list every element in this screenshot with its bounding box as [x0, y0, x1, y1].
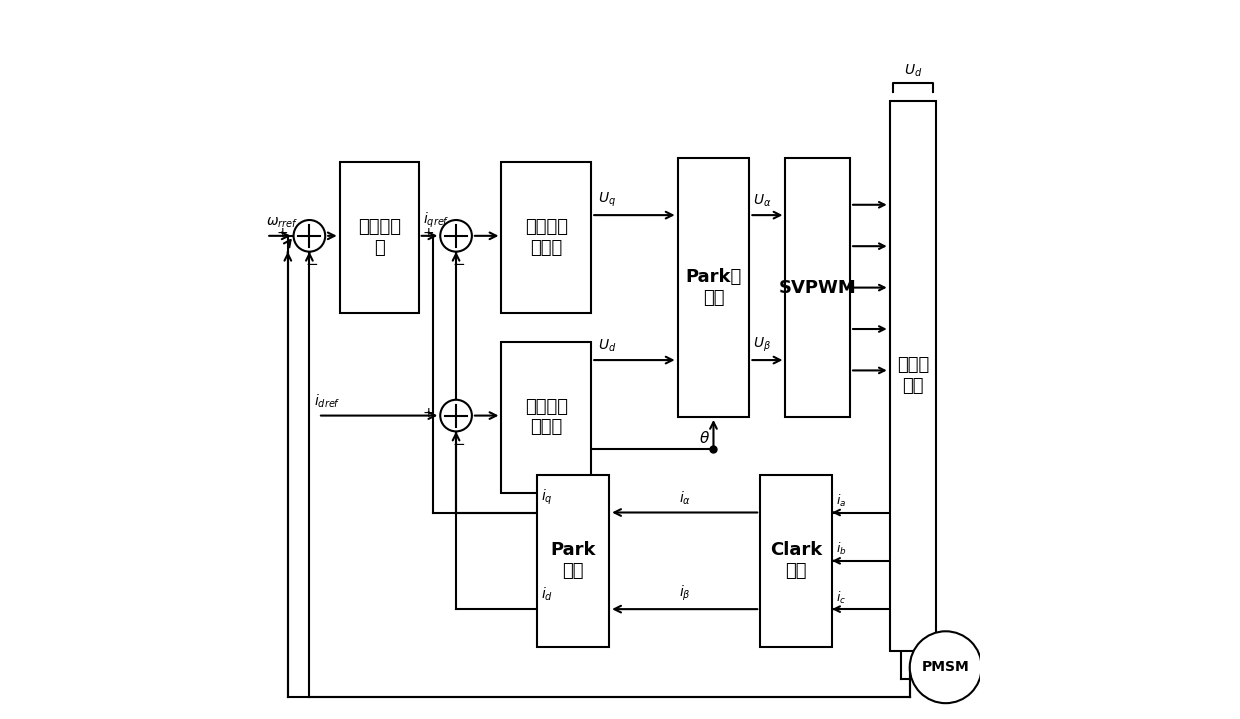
Text: $U_q$: $U_q$ [599, 191, 616, 209]
Text: $i_b$: $i_b$ [836, 541, 847, 557]
Text: SVPWM: SVPWM [779, 278, 857, 297]
Text: $i_q$: $i_q$ [541, 487, 553, 507]
Text: 转速调节
器: 转速调节 器 [357, 218, 401, 257]
Text: $U_\alpha$: $U_\alpha$ [753, 193, 771, 209]
FancyBboxPatch shape [501, 342, 591, 493]
Text: $i_{dref}$: $i_{dref}$ [315, 393, 341, 410]
Text: +: + [277, 226, 288, 240]
Text: −: − [453, 257, 465, 273]
FancyBboxPatch shape [785, 158, 851, 417]
Text: $i_c$: $i_c$ [836, 590, 846, 605]
FancyBboxPatch shape [340, 162, 419, 313]
Text: $\theta$: $\theta$ [699, 430, 709, 446]
FancyBboxPatch shape [537, 475, 609, 647]
Text: $U_d$: $U_d$ [904, 63, 923, 79]
Text: $i_\beta$: $i_\beta$ [678, 584, 691, 603]
Text: Park逆
变换: Park逆 变换 [686, 268, 742, 307]
Text: −: − [453, 437, 465, 452]
Text: 三相逆
变器: 三相逆 变器 [897, 357, 929, 395]
Text: $i_\alpha$: $i_\alpha$ [678, 490, 691, 507]
Text: $i_a$: $i_a$ [836, 493, 846, 509]
Circle shape [440, 220, 472, 252]
Text: $i_d$: $i_d$ [541, 586, 553, 603]
Circle shape [910, 631, 982, 703]
FancyBboxPatch shape [889, 101, 936, 651]
Text: $U_\beta$: $U_\beta$ [753, 336, 771, 354]
Text: +: + [423, 226, 434, 240]
Circle shape [440, 400, 472, 431]
FancyBboxPatch shape [677, 158, 749, 417]
Text: 转矩电流
调节器: 转矩电流 调节器 [525, 218, 568, 257]
Text: $\omega_{rref}$: $\omega_{rref}$ [267, 216, 299, 230]
Text: $U_d$: $U_d$ [599, 338, 616, 354]
Text: +: + [423, 406, 434, 420]
Circle shape [294, 220, 325, 252]
Text: $i_{qref}$: $i_{qref}$ [423, 211, 450, 230]
Text: −: − [305, 257, 319, 273]
Text: Park
变换: Park 变换 [551, 541, 596, 580]
Text: PMSM: PMSM [921, 660, 970, 674]
FancyBboxPatch shape [760, 475, 832, 647]
Text: 励磁电流
调节器: 励磁电流 调节器 [525, 398, 568, 436]
FancyBboxPatch shape [501, 162, 591, 313]
Text: Clark
变换: Clark 变换 [770, 541, 822, 580]
